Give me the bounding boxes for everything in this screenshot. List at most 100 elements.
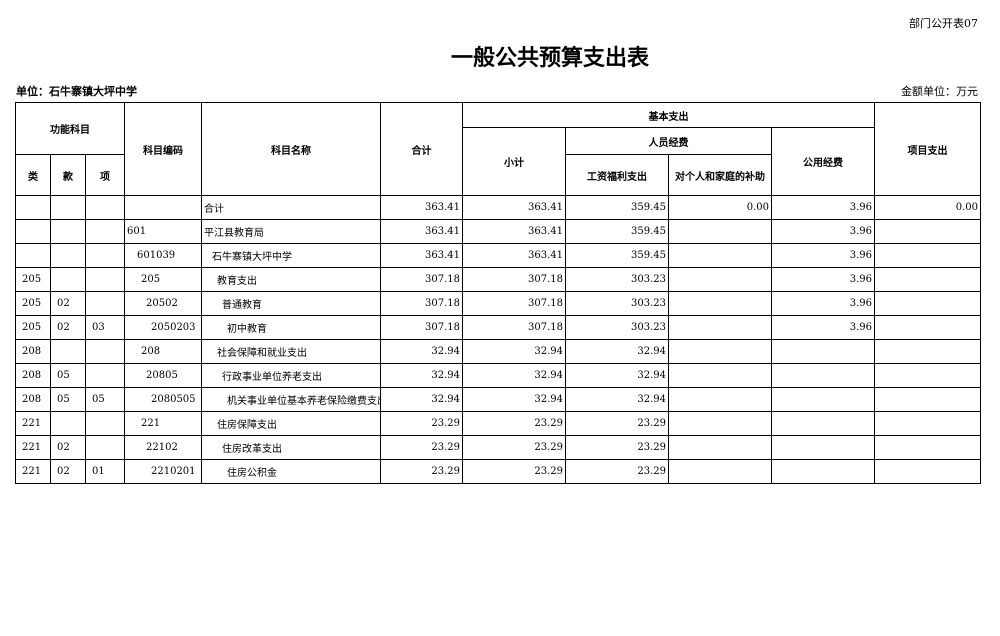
header-public: 公用经费 [771, 127, 875, 196]
cell-kuan: 05 [50, 387, 86, 412]
cell-public: 3.96 [771, 219, 875, 244]
header-wages: 工资福利支出 [565, 154, 669, 196]
cell-name: 教育支出 [201, 267, 381, 292]
cell-code: 20805 [124, 363, 202, 388]
cell-code: 601039 [124, 243, 202, 268]
cell-total: 23.29 [380, 435, 463, 460]
cell-subtotal: 32.94 [462, 387, 566, 412]
cell-public [771, 339, 875, 364]
cell-public [771, 435, 875, 460]
header-name: 科目名称 [201, 102, 381, 196]
cell-project [874, 459, 981, 484]
cell-total: 32.94 [380, 339, 463, 364]
table-row: 205 02 20502 普通教育 307.18 307.18 303.23 3.96 [15, 291, 981, 316]
cell-project [874, 387, 981, 412]
cell-subtotal: 363.41 [462, 219, 566, 244]
cell-kuan [50, 243, 86, 268]
cell-subsidy [668, 363, 772, 388]
budget-table: 功能科目 科目编码 科目名称 合计 基本支出 项目支出 小计 人员经费 公用经费… [15, 102, 981, 484]
cell-wages: 32.94 [565, 363, 669, 388]
cell-kuan: 02 [50, 435, 86, 460]
header-lei: 类 [15, 154, 51, 196]
cell-total: 363.41 [380, 219, 463, 244]
money-unit-label: 金额单位：万元 [901, 85, 978, 98]
cell-lei [15, 243, 51, 268]
cell-name: 合计 [201, 195, 381, 220]
cell-total: 32.94 [380, 363, 463, 388]
table-row: 205 02 03 2050203 初中教育 307.18 307.18 303.23 3.96 [15, 315, 981, 340]
cell-subtotal: 363.41 [462, 243, 566, 268]
cell-code: 205 [124, 267, 202, 292]
cell-public [771, 411, 875, 436]
cell-project [874, 219, 981, 244]
cell-wages: 303.23 [565, 291, 669, 316]
cell-wages: 303.23 [565, 267, 669, 292]
cell-kuan: 05 [50, 363, 86, 388]
cell-subtotal: 32.94 [462, 363, 566, 388]
cell-kuan: 02 [50, 315, 86, 340]
header-basic: 基本支出 [462, 102, 875, 128]
cell-name: 机关事业单位基本养老保险缴费支出 [201, 387, 381, 412]
cell-public: 3.96 [771, 195, 875, 220]
cell-xiang [85, 363, 125, 388]
cell-public: 3.96 [771, 315, 875, 340]
cell-public: 3.96 [771, 291, 875, 316]
cell-subsidy [668, 459, 772, 484]
cell-code: 601 [124, 219, 202, 244]
cell-lei: 208 [15, 339, 51, 364]
cell-public: 3.96 [771, 267, 875, 292]
cell-code: 20502 [124, 291, 202, 316]
header-total: 合计 [380, 102, 463, 196]
cell-project [874, 315, 981, 340]
header-personnel: 人员经费 [565, 127, 772, 155]
cell-wages: 32.94 [565, 387, 669, 412]
cell-wages: 359.45 [565, 243, 669, 268]
cell-lei: 221 [15, 411, 51, 436]
cell-subsidy [668, 435, 772, 460]
cell-name: 行政事业单位养老支出 [201, 363, 381, 388]
cell-wages: 32.94 [565, 339, 669, 364]
cell-xiang [85, 339, 125, 364]
cell-name: 普通教育 [201, 291, 381, 316]
cell-xiang [85, 291, 125, 316]
cell-wages: 303.23 [565, 315, 669, 340]
table-row: 601 平江县教育局 363.41 363.41 359.45 3.96 [15, 219, 981, 244]
cell-lei: 221 [15, 435, 51, 460]
cell-xiang [85, 195, 125, 220]
cell-public [771, 459, 875, 484]
cell-subsidy [668, 291, 772, 316]
cell-name: 住房公积金 [201, 459, 381, 484]
table-number-label: 部门公开表07 [909, 17, 978, 30]
table-row: 205 205 教育支出 307.18 307.18 303.23 3.96 [15, 267, 981, 292]
cell-code: 2050203 [124, 315, 202, 340]
cell-project [874, 411, 981, 436]
cell-subtotal: 32.94 [462, 339, 566, 364]
cell-subtotal: 307.18 [462, 267, 566, 292]
cell-subsidy [668, 219, 772, 244]
cell-lei: 205 [15, 267, 51, 292]
table-row: 208 05 05 2080505 机关事业单位基本养老保险缴费支出 32.94 32.94… [15, 387, 981, 412]
cell-kuan [50, 267, 86, 292]
table-row: 221 02 22102 住房改革支出 23.29 23.29 23.29 [15, 435, 981, 460]
cell-total: 23.29 [380, 411, 463, 436]
cell-subtotal: 23.29 [462, 459, 566, 484]
cell-name: 初中教育 [201, 315, 381, 340]
cell-name: 住房保障支出 [201, 411, 381, 436]
cell-kuan [50, 195, 86, 220]
cell-total: 307.18 [380, 315, 463, 340]
cell-wages: 23.29 [565, 435, 669, 460]
cell-wages: 359.45 [565, 219, 669, 244]
cell-project [874, 267, 981, 292]
cell-xiang [85, 411, 125, 436]
cell-kuan [50, 219, 86, 244]
header-subsidy: 对个人和家庭的补助 [668, 154, 772, 196]
cell-code [124, 195, 202, 220]
cell-subsidy [668, 267, 772, 292]
cell-total: 307.18 [380, 267, 463, 292]
cell-project [874, 243, 981, 268]
table-row: 合计 363.41 363.41 359.45 0.00 3.96 0.00 [15, 195, 981, 220]
table-row: 208 208 社会保障和就业支出 32.94 32.94 32.94 [15, 339, 981, 364]
header-xiang: 项 [85, 154, 125, 196]
cell-wages: 23.29 [565, 411, 669, 436]
cell-project [874, 435, 981, 460]
